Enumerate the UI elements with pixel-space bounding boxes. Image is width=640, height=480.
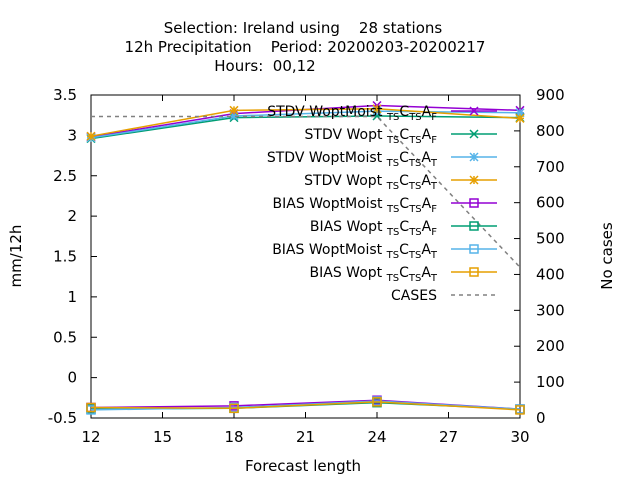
y2-tick-label: 400 [536, 265, 565, 283]
y2-axis-label: No cases [598, 222, 616, 290]
legend-label: BIAS WoptMoist TSCTSAT [272, 242, 438, 261]
y-tick-label: 3 [67, 126, 77, 144]
legend-label: STDV WoptMoist TSCTSAT [267, 150, 438, 169]
legend-sample-marker [469, 198, 479, 208]
x-axis: 12 15 18 21 24 27 30 [81, 95, 530, 446]
x-tick-label: 24 [367, 428, 386, 446]
legend-sample-marker [469, 106, 479, 116]
x-tick-label: 21 [296, 428, 315, 446]
legend-sample-marker [469, 267, 479, 277]
legend-sample-marker [469, 244, 479, 254]
legend-sample-marker [469, 129, 479, 139]
y2-axis: 0 100 200 300 400 500 600 700 800 900 [514, 86, 565, 427]
chart-title: Selection: Ireland using 28 stations 12h… [125, 19, 486, 75]
legend-entry: BIAS Wopt TSCTSAT [310, 265, 497, 284]
y2-tick-label: 700 [536, 158, 565, 176]
legend-entry: BIAS WoptMoist TSCTSAT [272, 242, 497, 261]
title-line-2: 12h Precipitation Period: 20200203-20200… [125, 38, 486, 56]
title-line-3: Hours: 00,12 [214, 57, 315, 75]
data-point [86, 402, 96, 413]
title-line-1: Selection: Ireland using 28 stations [164, 19, 443, 37]
legend-label: BIAS WoptMoist TSCTSAF [273, 196, 438, 215]
y2-tick-label: 300 [536, 301, 565, 319]
y2-tick-label: 0 [536, 409, 546, 427]
legend: STDV WoptMoist TSCTSAF STDV Wopt TSCTSAF S… [267, 104, 497, 304]
series-line [90, 401, 521, 411]
y2-tick-label: 200 [536, 337, 565, 355]
y-axis-label: mm/12h [7, 225, 25, 288]
series-line [90, 107, 521, 137]
y2-tick-label: 600 [536, 194, 565, 212]
series-line [90, 110, 521, 139]
x-tick-label: 27 [439, 428, 458, 446]
series-7 [86, 397, 525, 415]
x-tick-label: 30 [510, 428, 529, 446]
legend-entry: STDV Wopt TSCTSAT [304, 173, 497, 192]
y-axis: -0.5 0 0.5 1 1.5 2 2.5 3 3.5 [48, 86, 97, 427]
legend-entry: STDV Wopt TSCTSAF [305, 127, 497, 146]
legend-entry: BIAS WoptMoist TSCTSAF [273, 196, 497, 215]
data-point [515, 405, 525, 415]
legend-label: BIAS Wopt TSCTSAF [310, 219, 437, 238]
y-tick-label: 0.5 [53, 328, 77, 346]
x-tick-label: 12 [81, 428, 100, 446]
y2-tick-label: 500 [536, 230, 565, 248]
y-tick-label: 2 [67, 207, 77, 225]
y-tick-label: 2.5 [53, 167, 77, 185]
legend-entry: STDV WoptMoist TSCTSAF [267, 104, 497, 123]
series-line [90, 115, 521, 140]
legend-label: STDV Wopt TSCTSAT [304, 173, 438, 192]
series-lines [86, 100, 525, 415]
legend-entry: CASES [391, 288, 497, 304]
legend-label: STDV Wopt TSCTSAF [305, 127, 438, 146]
x-tick-label: 18 [224, 428, 243, 446]
data-point [372, 397, 382, 407]
x-tick-label: 15 [153, 428, 172, 446]
y-tick-label: 0 [67, 369, 77, 387]
y-tick-label: 3.5 [53, 86, 77, 104]
legend-label: CASES [391, 288, 437, 304]
y2-tick-label: 900 [536, 86, 565, 104]
x-axis-label: Forecast length [245, 457, 361, 475]
y2-tick-label: 800 [536, 122, 565, 140]
legend-entry: STDV WoptMoist TSCTSAT [267, 150, 497, 169]
y-tick-label: 1 [67, 288, 77, 306]
series-3 [86, 104, 525, 141]
series-line [90, 400, 521, 411]
legend-label: STDV WoptMoist TSCTSAF [267, 104, 437, 123]
y-tick-label: -0.5 [48, 409, 77, 427]
data-point [229, 403, 239, 414]
legend-sample-marker [469, 221, 479, 231]
y2-tick-label: 100 [536, 373, 565, 391]
legend-entry: BIAS Wopt TSCTSAF [310, 219, 497, 238]
legend-label: BIAS Wopt TSCTSAT [310, 265, 438, 284]
y-tick-label: 1.5 [53, 248, 77, 266]
